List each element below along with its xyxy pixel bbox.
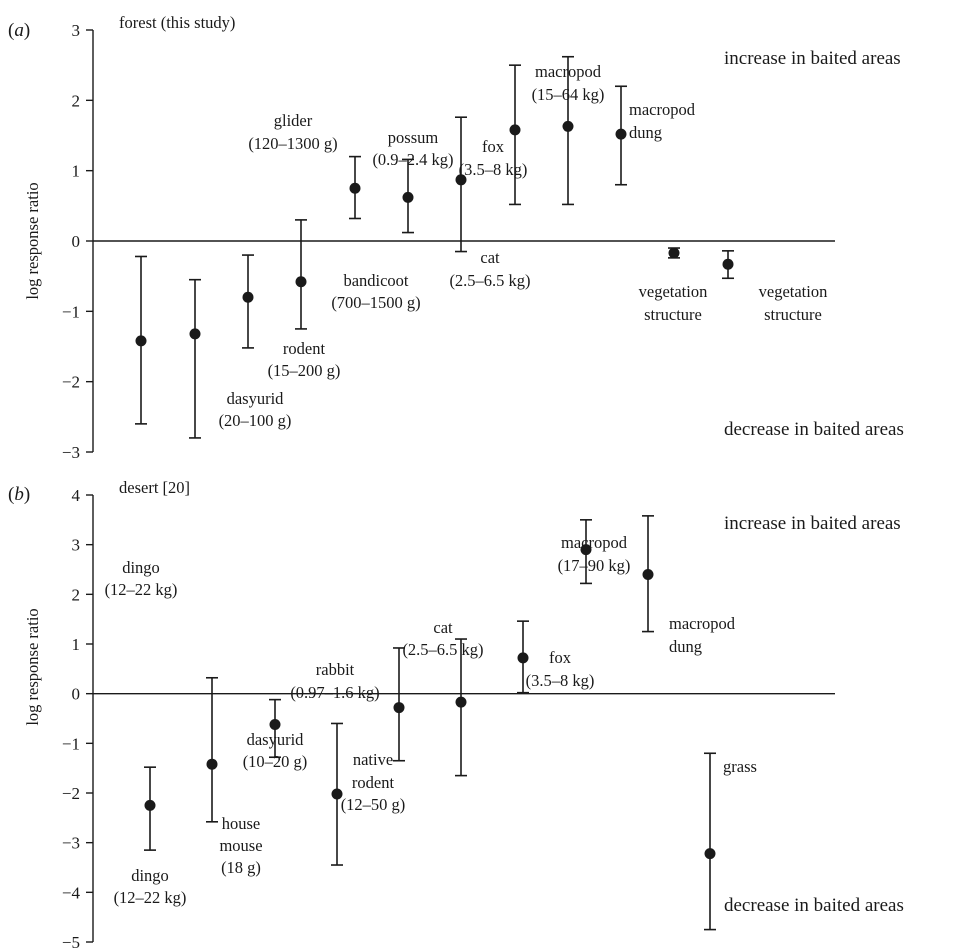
panel-subtitle: forest (this study) xyxy=(119,13,235,32)
y-tick-label: −3 xyxy=(62,443,80,462)
panel-subtitle: desert [20] xyxy=(119,478,190,497)
increase-annotation: increase in baited areas xyxy=(724,513,901,534)
point-label-name: macropod xyxy=(629,100,696,119)
data-point xyxy=(580,544,592,556)
point-label-name: glider xyxy=(274,111,313,130)
point-label-sub: (3.5–8 kg) xyxy=(526,671,595,690)
point-label-name: dingo xyxy=(131,866,169,885)
point-label-sub: (12–22 kg) xyxy=(105,580,178,599)
point-label-sub: (0.9–2.4 kg) xyxy=(372,150,453,169)
data-point xyxy=(144,799,156,811)
point-label-name: grass xyxy=(723,757,757,776)
point-label-name: structure xyxy=(764,305,822,324)
data-point xyxy=(331,788,343,800)
point-label-sub: (2.5–6.5 kg) xyxy=(449,271,530,290)
point-label-sub: (15–64 kg) xyxy=(532,85,605,104)
point-label-sub: (12–50 g) xyxy=(341,795,406,814)
data-point xyxy=(349,182,361,194)
y-tick-label: 3 xyxy=(72,21,81,40)
point-label-name: dasyurid xyxy=(227,389,285,408)
y-tick-label: −1 xyxy=(62,734,80,753)
data-point xyxy=(402,191,414,203)
point-label-sub: (12–22 kg) xyxy=(114,888,187,907)
y-tick-label: 2 xyxy=(72,585,81,604)
increase-annotation: increase in baited areas xyxy=(724,48,901,69)
y-tick-label: 4 xyxy=(72,486,81,505)
y-tick-label: 0 xyxy=(72,685,81,704)
point-label-name: rodent xyxy=(352,773,395,792)
point-label-name: macropod xyxy=(561,533,628,552)
y-tick-label: −2 xyxy=(62,373,80,392)
y-tick-label: 1 xyxy=(72,162,81,181)
data-point xyxy=(295,276,307,288)
panel-a: 3 2 1 0 −1 −2 −3 (a) forest (this study) log resp… xyxy=(8,13,904,599)
panel-b: 4 3 2 1 0 −1 −2 −3 −4 −5 (b) desert [20] log respons… xyxy=(8,478,904,948)
point-label-sub: dung xyxy=(669,637,702,656)
point-label-name: native xyxy=(353,750,393,769)
data-point xyxy=(509,124,521,136)
point-label-name: macropod xyxy=(669,614,736,633)
y-tick-label: −2 xyxy=(62,784,80,803)
point-label-sub: (18 g) xyxy=(221,858,261,877)
data-point xyxy=(615,128,627,140)
point-label-sub: (2.5–6.5 kg) xyxy=(402,640,483,659)
point-label-name: bandicoot xyxy=(343,271,408,290)
point-label-name: house xyxy=(222,814,261,833)
y-tick-label: 3 xyxy=(72,536,81,555)
data-point xyxy=(642,568,654,580)
point-label-name: rodent xyxy=(283,339,326,358)
point-label-name: structure xyxy=(644,305,702,324)
y-tick-label: 0 xyxy=(72,232,81,251)
data-point xyxy=(722,258,734,270)
decrease-annotation: decrease in baited areas xyxy=(724,895,904,916)
point-label-name: cat xyxy=(480,248,500,267)
y-tick-label: 2 xyxy=(72,91,81,110)
decrease-annotation: decrease in baited areas xyxy=(724,419,904,440)
point-label-sub: (0.97–1.6 kg) xyxy=(290,683,379,702)
data-point xyxy=(189,328,201,340)
y-tick-label: −4 xyxy=(62,883,81,902)
point-label-name: rabbit xyxy=(316,660,355,679)
panel-label: (b) xyxy=(8,484,30,505)
point-label-sub: (15–200 g) xyxy=(268,361,341,380)
data-point xyxy=(455,174,467,186)
point-label-sub: dung xyxy=(629,123,662,142)
y-axis-label: log response ratio xyxy=(23,182,42,299)
panel-label: (a) xyxy=(8,20,30,41)
data-point xyxy=(668,247,680,259)
point-label-name: vegetation xyxy=(639,282,708,301)
data-point xyxy=(517,652,529,664)
data-point xyxy=(135,335,147,347)
point-label-name: mouse xyxy=(219,836,262,855)
y-axis-label: log response ratio xyxy=(23,608,42,725)
point-label-sub: (10–20 g) xyxy=(243,752,308,771)
point-label-sub: (700–1500 g) xyxy=(331,293,420,312)
y-tick-label: 1 xyxy=(72,635,81,654)
data-point xyxy=(562,120,574,132)
point-label-sub: (20–100 g) xyxy=(219,411,292,430)
point-label-name: vegetation xyxy=(759,282,828,301)
y-tick-label: −5 xyxy=(62,933,80,948)
point-label-name: dasyurid xyxy=(247,730,305,749)
point-label-name: dingo xyxy=(122,558,160,577)
point-label-name: fox xyxy=(482,137,505,156)
point-label-sub: (17–90 kg) xyxy=(558,556,631,575)
point-label-sub: (3.5–8 kg) xyxy=(459,160,528,179)
point-label-name: cat xyxy=(433,618,453,637)
y-tick-label: −1 xyxy=(62,302,80,321)
point-label-name: macropod xyxy=(535,62,602,81)
data-point xyxy=(455,696,467,708)
y-tick-label: −3 xyxy=(62,834,80,853)
data-point xyxy=(269,718,281,730)
point-label-name: possum xyxy=(388,128,439,147)
data-point xyxy=(704,848,716,860)
data-point xyxy=(206,758,218,770)
data-point xyxy=(393,702,405,714)
data-point xyxy=(242,291,254,303)
point-label-sub: (120–1300 g) xyxy=(248,134,337,153)
point-label-name: fox xyxy=(549,648,572,667)
